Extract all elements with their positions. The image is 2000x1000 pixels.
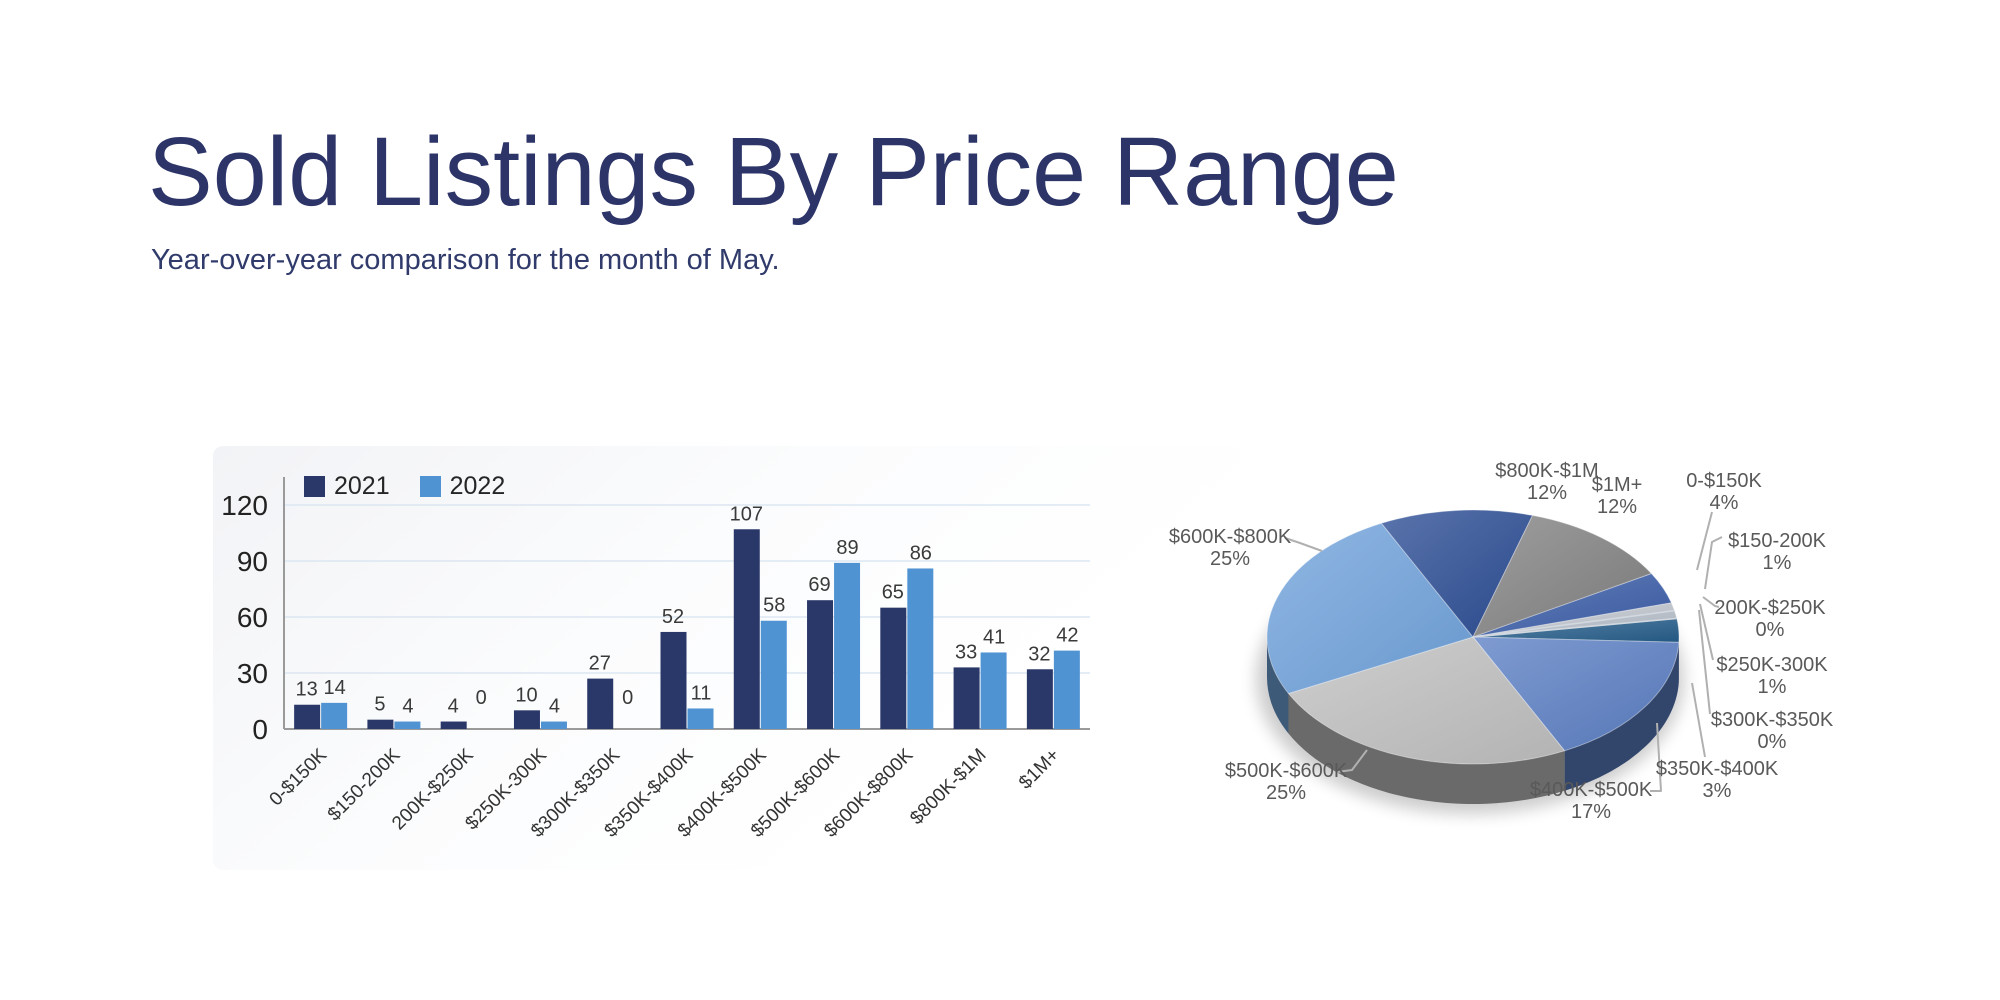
- bar-2021: [294, 704, 321, 729]
- bar-2021: [440, 721, 467, 729]
- bar-value-label: 41: [983, 626, 1005, 648]
- bar-value-label: 32: [1028, 643, 1050, 665]
- bar-value-label: 10: [515, 684, 537, 706]
- pie-slice: [1471, 636, 1680, 752]
- legend-item-2021: 2021: [304, 472, 390, 501]
- bar-value-label: 33: [955, 641, 977, 663]
- y-axis-label: 120: [221, 490, 268, 521]
- pie-label: $250K-300K 1%: [1716, 654, 1828, 698]
- pie-label: $600K-$800K 25%: [1169, 526, 1292, 570]
- leader-line: [1702, 596, 1720, 608]
- bar-value-label: 42: [1056, 625, 1078, 647]
- pie-label: $1M+ 12%: [1592, 474, 1643, 518]
- bar-value-label: 65: [882, 582, 904, 604]
- bar-value-label: 4: [402, 696, 413, 718]
- bar-value-label: 0: [622, 687, 633, 709]
- bar-2022: [980, 652, 1007, 729]
- bar-value-label: 69: [808, 574, 830, 596]
- y-axis-label: 0: [252, 714, 268, 745]
- pie-label: $150-200K 1%: [1728, 530, 1827, 574]
- leader-line: [1698, 609, 1711, 715]
- bar-value-label: 27: [589, 653, 611, 675]
- bar-2022: [394, 721, 421, 729]
- pie-slice: [1266, 522, 1474, 695]
- bar-2022: [687, 708, 714, 729]
- bar-value-label: 89: [836, 537, 858, 559]
- bar-value-label: 4: [549, 696, 560, 718]
- x-axis-label: 0-$150K: [266, 744, 332, 810]
- pie-slice: [1472, 514, 1653, 638]
- bar-2021: [587, 678, 614, 729]
- pie-slice: [1472, 572, 1673, 638]
- y-axis-label: 90: [237, 546, 268, 577]
- bar-2022: [540, 721, 567, 729]
- x-axis-label: $1M+: [1015, 745, 1064, 794]
- y-axis-label: 30: [237, 658, 268, 689]
- bar-value-label: 52: [662, 606, 684, 628]
- leader-line: [1650, 722, 1662, 792]
- pie-label: $300K-$350K 0%: [1711, 709, 1834, 753]
- pie-slice: [1380, 509, 1534, 638]
- leader-line: [1691, 682, 1706, 758]
- bar-2022: [760, 620, 787, 729]
- legend-label-2022: 2022: [449, 472, 506, 500]
- leader-line: [1699, 603, 1714, 661]
- pie-slice-wall: [1564, 642, 1679, 791]
- pie-zero-slice-line: [1472, 617, 1677, 638]
- bar-value-label: 14: [324, 677, 346, 699]
- legend-item-2022: 2022: [419, 472, 506, 501]
- x-axis-label: $800K-$1M: [906, 745, 990, 829]
- bar-value-label: 11: [691, 682, 712, 704]
- pie-slice-wall: [1267, 637, 1289, 734]
- bar-2021: [807, 600, 834, 729]
- pie-slice: [1287, 636, 1566, 765]
- leader-line: [1696, 511, 1713, 571]
- pie-label: $400K-$500K 17%: [1530, 779, 1653, 823]
- page-title: Sold Listings By Price Range: [148, 117, 1399, 226]
- bar-2021: [660, 631, 687, 729]
- bar-value-label: 5: [374, 694, 385, 716]
- pie-zero-slice-line: [1472, 609, 1675, 638]
- bar-value-label: 58: [763, 595, 785, 617]
- pie-slice-wall: [1288, 693, 1565, 804]
- y-axis-label: 60: [237, 602, 268, 633]
- legend-label-2021: 2021: [334, 472, 390, 500]
- bar-2021: [733, 529, 760, 729]
- pie-label: 200K-$250K 0%: [1714, 597, 1826, 641]
- bar-value-label: 107: [730, 503, 763, 525]
- bar-2021: [1026, 669, 1053, 729]
- bar-2022: [1053, 650, 1080, 729]
- bar-value-label: 4: [448, 696, 459, 718]
- bar-2022: [834, 562, 861, 729]
- bar-chart-legend: 2021 2022: [304, 472, 505, 501]
- x-axis-label: $150-200K: [324, 744, 405, 825]
- bar-2021: [367, 719, 394, 729]
- pie-label: 0-$150K 4%: [1686, 470, 1762, 514]
- leader-line: [1336, 749, 1368, 773]
- bar-2021: [513, 710, 540, 729]
- pie-label: $350K-$400K 3%: [1656, 758, 1779, 802]
- bar-2022: [907, 568, 934, 729]
- leader-line: [1704, 536, 1723, 590]
- leader-line: [1284, 537, 1323, 552]
- legend-swatch-2021: [304, 476, 325, 497]
- pie-label: $500K-$600K 25%: [1225, 760, 1348, 804]
- bar-2021: [880, 607, 907, 729]
- bar-value-label: 86: [910, 542, 932, 564]
- pie-chart: 0-$150K 4% $150-200K 1% 200K-$250K 0% $250K-30…: [1169, 460, 1834, 823]
- bar-2021: [953, 667, 980, 729]
- bar-value-label: 13: [296, 679, 318, 701]
- legend-swatch-2022: [419, 476, 441, 497]
- bar-2022: [321, 702, 348, 729]
- page-subtitle: Year-over-year comparison for the month …: [151, 244, 780, 276]
- bar-value-label: 0: [476, 687, 487, 709]
- pie-slice: [1472, 617, 1680, 643]
- pie-label: $800K-$1M 12%: [1495, 460, 1598, 504]
